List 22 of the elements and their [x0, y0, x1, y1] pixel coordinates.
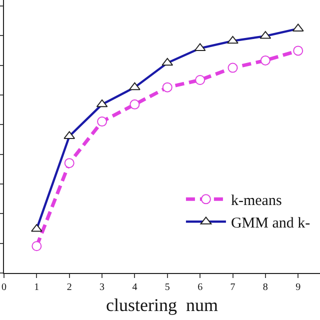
x-axis-title: clustering num — [106, 295, 218, 316]
x-tick-label: 8 — [262, 282, 268, 293]
point — [32, 241, 42, 252]
x-tick-label: 7 — [230, 282, 236, 293]
point — [228, 62, 238, 73]
point — [162, 82, 172, 92]
x-tick-label: 1 — [34, 282, 40, 293]
point — [64, 158, 74, 168]
x-tick-label: 0 — [2, 282, 6, 293]
legend-label: GMM and k- — [230, 216, 310, 232]
x-tick-label: 6 — [198, 282, 203, 293]
legend-label: k-means — [230, 193, 282, 210]
point — [293, 46, 304, 56]
x-tick-label: 3 — [100, 282, 105, 293]
point — [195, 75, 206, 85]
x-tick-label: 9 — [296, 282, 301, 293]
x-tick-label: 2 — [66, 282, 72, 293]
point — [97, 116, 108, 127]
x-tick-label: 5 — [164, 282, 170, 293]
point — [260, 55, 270, 66]
point — [130, 99, 140, 110]
x-tick-label: 4 — [132, 282, 138, 293]
